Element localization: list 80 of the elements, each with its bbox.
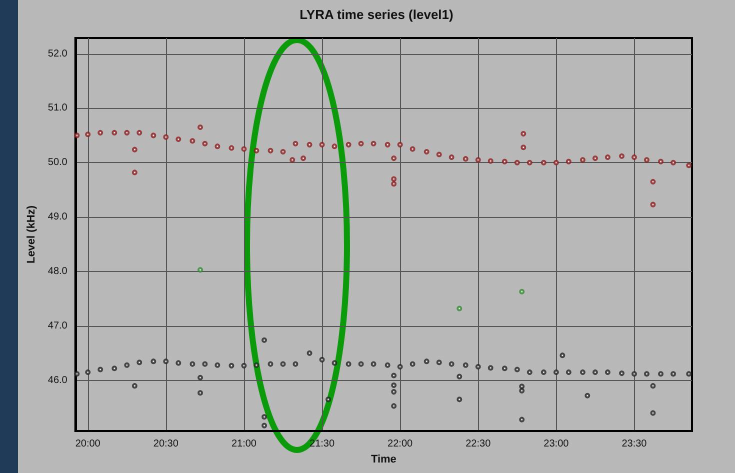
point [98,130,104,136]
point [198,267,203,273]
point [519,288,525,294]
point [631,154,637,160]
x-tick-label: 22:30 [466,438,492,450]
point [370,140,376,146]
point [391,156,397,162]
point [358,140,364,146]
point [132,146,138,152]
point [319,142,325,148]
x-axis-title: Time [370,453,396,466]
point [514,160,520,166]
point [198,124,203,130]
x-tick-label: 20:30 [153,438,179,450]
y-tick-label: 52.0 [48,48,68,60]
point [670,160,676,166]
point [604,154,610,160]
point [85,132,91,138]
point [436,152,442,158]
point [397,142,403,148]
point [520,131,526,137]
point [228,145,234,151]
y-tick-label: 49.0 [48,212,68,223]
point [214,144,220,150]
y-tick-label: 46.0 [48,374,68,386]
point [176,136,182,142]
point [391,176,397,182]
x-tick-label: 22:00 [388,438,414,450]
y-tick-label: 47.0 [48,320,68,332]
point [268,148,274,154]
point [424,149,430,155]
point [526,160,532,166]
point [488,158,494,164]
point [280,149,286,155]
y-tick-label: 48.0 [48,266,68,278]
point [241,146,247,152]
point [462,156,468,162]
point [619,153,624,159]
point [124,130,130,136]
point [202,140,208,146]
point [566,158,572,164]
point [650,202,656,208]
point [384,142,390,148]
x-tick-label: 23:30 [622,438,648,450]
point [580,157,586,163]
point [306,142,312,148]
point [686,162,692,168]
point [150,132,156,138]
point [346,142,352,148]
y-axis-title: Level (kHz) [26,205,38,264]
point [502,158,508,164]
point [300,156,306,162]
x-tick-label: 23:00 [544,438,570,450]
point [520,144,526,150]
y-tick-label: 50.0 [48,157,68,168]
point [112,130,118,136]
chart-title: LYRA time series (level1) [300,7,454,22]
point [540,160,546,166]
point [132,170,138,176]
point [448,154,454,160]
point [290,157,296,163]
point [650,178,656,184]
x-tick-label: 21:00 [231,438,257,450]
point [292,140,298,146]
point [391,181,397,187]
point [74,132,80,138]
point [332,144,338,150]
point [475,157,481,163]
x-tick-label: 20:00 [75,438,101,450]
point [456,306,462,312]
point [658,158,664,164]
point [644,157,650,163]
y-tick-label: 51.0 [48,102,68,114]
point [163,134,169,140]
point [553,160,559,166]
point [592,156,598,162]
point [136,130,142,136]
point [254,148,260,154]
point [190,138,196,144]
point [410,146,416,152]
